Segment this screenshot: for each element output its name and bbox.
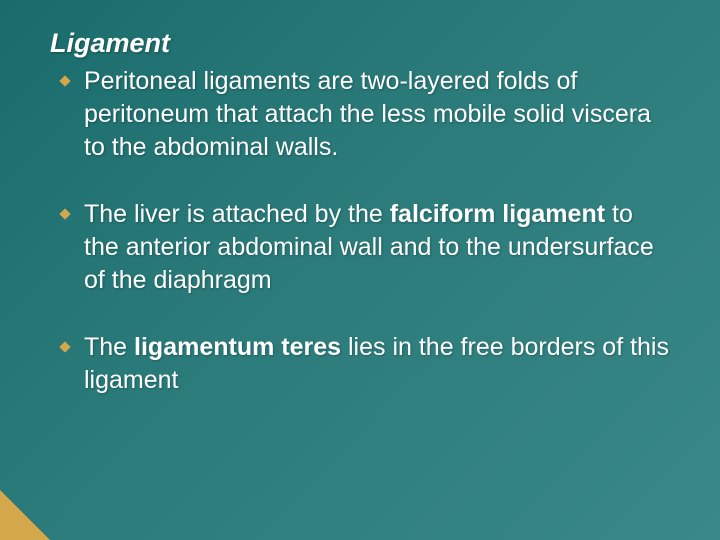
slide-content: Ligament Peritoneal ligaments are two-la…	[0, 0, 720, 451]
bullet-text: Peritoneal ligaments are two-layered fol…	[84, 65, 670, 164]
corner-accent	[0, 490, 50, 540]
diamond-bullet-icon	[58, 74, 72, 88]
slide-title: Ligament	[50, 28, 670, 59]
bold-text: falciform ligament	[390, 200, 605, 228]
bullet-item: The ligamentum teres lies in the free bo…	[50, 331, 670, 397]
bullet-item: The liver is attached by the falciform l…	[50, 198, 670, 297]
bold-text: ligamentum teres	[134, 333, 341, 361]
bullet-item: Peritoneal ligaments are two-layered fol…	[50, 65, 670, 164]
bullet-list: Peritoneal ligaments are two-layered fol…	[50, 65, 670, 397]
bullet-text: The ligamentum teres lies in the free bo…	[84, 331, 670, 397]
body-text: The liver is attached by the	[84, 200, 390, 228]
bullet-text: The liver is attached by the falciform l…	[84, 198, 670, 297]
diamond-bullet-icon	[58, 207, 72, 221]
diamond-bullet-icon	[58, 340, 72, 354]
body-text: The	[84, 333, 134, 361]
body-text: Peritoneal ligaments are two-layered fol…	[84, 67, 651, 161]
